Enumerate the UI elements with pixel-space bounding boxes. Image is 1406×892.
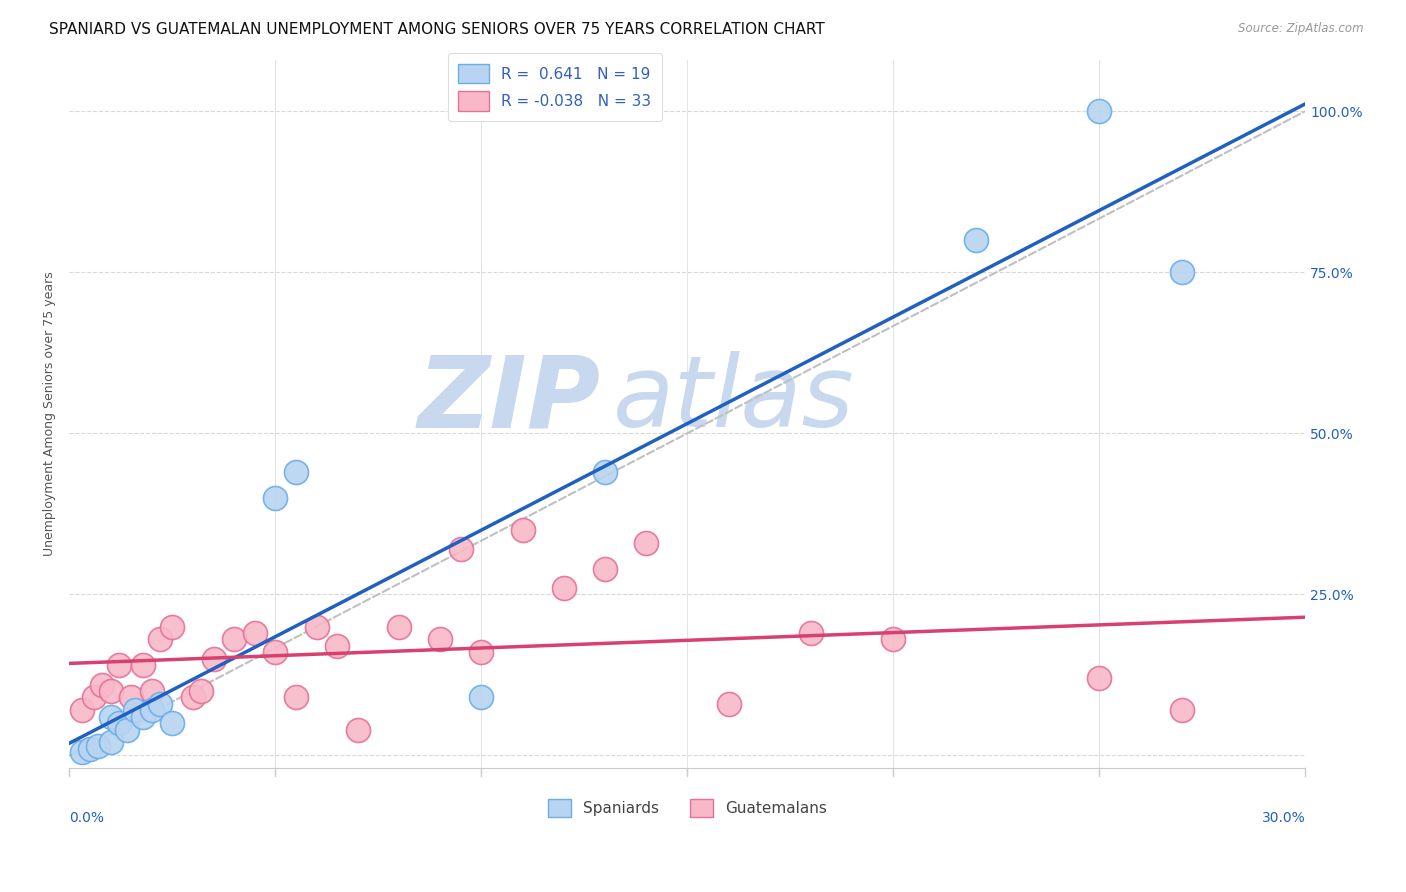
- Point: [284, 465, 307, 479]
- Point: [264, 491, 287, 505]
- Point: [79, 742, 101, 756]
- Point: [388, 619, 411, 633]
- Point: [100, 710, 122, 724]
- Point: [593, 561, 616, 575]
- Text: atlas: atlas: [613, 351, 855, 449]
- Point: [120, 690, 142, 705]
- Point: [800, 626, 823, 640]
- Legend: Spaniards, Guatemalans: Spaniards, Guatemalans: [540, 791, 834, 824]
- Point: [553, 581, 575, 595]
- Point: [326, 639, 349, 653]
- Point: [87, 739, 110, 753]
- Point: [181, 690, 204, 705]
- Point: [717, 697, 740, 711]
- Point: [132, 658, 155, 673]
- Point: [124, 703, 146, 717]
- Text: Source: ZipAtlas.com: Source: ZipAtlas.com: [1239, 22, 1364, 36]
- Point: [593, 465, 616, 479]
- Point: [450, 542, 472, 557]
- Point: [83, 690, 105, 705]
- Point: [149, 632, 172, 647]
- Point: [149, 697, 172, 711]
- Point: [1088, 104, 1111, 119]
- Point: [284, 690, 307, 705]
- Text: ZIP: ZIP: [418, 351, 600, 449]
- Point: [91, 677, 114, 691]
- Point: [636, 536, 658, 550]
- Point: [107, 716, 129, 731]
- Text: 0.0%: 0.0%: [69, 811, 104, 825]
- Point: [1088, 671, 1111, 685]
- Text: 30.0%: 30.0%: [1261, 811, 1305, 825]
- Point: [141, 684, 163, 698]
- Point: [512, 523, 534, 537]
- Y-axis label: Unemployment Among Seniors over 75 years: Unemployment Among Seniors over 75 years: [44, 271, 56, 557]
- Text: SPANIARD VS GUATEMALAN UNEMPLOYMENT AMONG SENIORS OVER 75 YEARS CORRELATION CHAR: SPANIARD VS GUATEMALAN UNEMPLOYMENT AMON…: [49, 22, 825, 37]
- Point: [202, 652, 225, 666]
- Point: [162, 619, 184, 633]
- Point: [107, 658, 129, 673]
- Point: [965, 233, 987, 247]
- Point: [100, 735, 122, 749]
- Point: [141, 703, 163, 717]
- Point: [470, 645, 492, 659]
- Point: [70, 703, 93, 717]
- Point: [224, 632, 246, 647]
- Point: [346, 723, 368, 737]
- Point: [162, 716, 184, 731]
- Point: [429, 632, 451, 647]
- Point: [100, 684, 122, 698]
- Point: [243, 626, 266, 640]
- Point: [70, 745, 93, 759]
- Point: [264, 645, 287, 659]
- Point: [305, 619, 328, 633]
- Point: [1171, 703, 1194, 717]
- Point: [1171, 265, 1194, 279]
- Point: [882, 632, 904, 647]
- Point: [115, 723, 138, 737]
- Point: [132, 710, 155, 724]
- Point: [470, 690, 492, 705]
- Point: [190, 684, 212, 698]
